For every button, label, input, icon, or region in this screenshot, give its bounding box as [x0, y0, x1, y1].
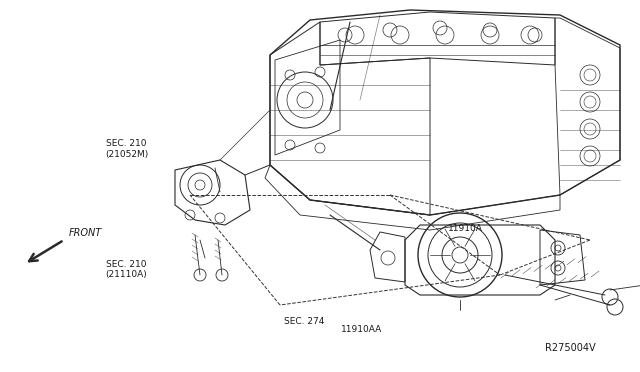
Text: SEC. 210
(21110A): SEC. 210 (21110A)	[106, 260, 147, 279]
Text: 11910A: 11910A	[448, 224, 483, 233]
Text: SEC. 274: SEC. 274	[284, 317, 324, 326]
Text: SEC. 210
(21052M): SEC. 210 (21052M)	[106, 139, 149, 158]
Text: FRONT: FRONT	[69, 228, 102, 237]
Text: 11910AA: 11910AA	[341, 325, 382, 334]
Text: R275004V: R275004V	[545, 343, 595, 353]
